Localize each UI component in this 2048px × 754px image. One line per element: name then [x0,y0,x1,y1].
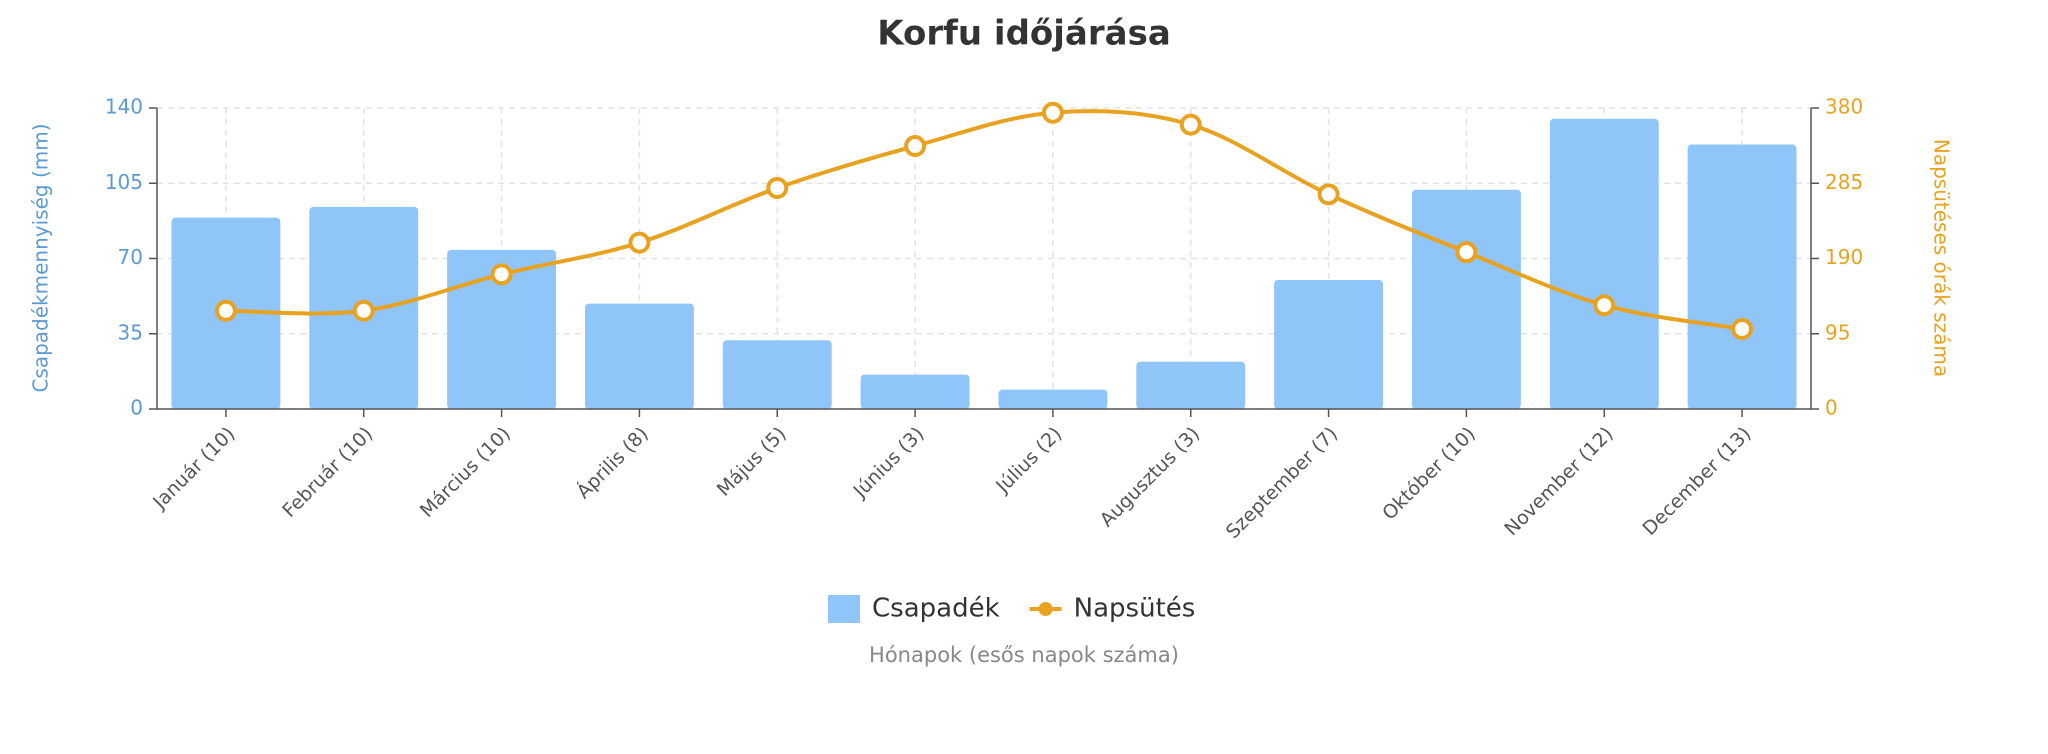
x-tick-label: Január (10) [148,423,239,514]
point [214,299,237,322]
point [1455,241,1478,264]
point [904,135,927,158]
point [1179,113,1202,136]
y2-tick-label: 0 [1825,396,1838,420]
y2-tick-label: 190 [1825,245,1863,269]
y2-tick-label: 285 [1825,170,1863,194]
point [1731,317,1754,340]
x-axis-title: Hónapok (esős napok száma) [869,643,1179,667]
x-tick-label: Október (10) [1378,423,1480,525]
y-tick-label: 140 [105,95,143,119]
y-tick-label: 70 [118,245,143,269]
y-tick-label: 35 [118,320,143,344]
x-tick-label: Április (8) [572,422,653,503]
x-tick-label: Szeptember (7) [1222,423,1342,543]
bar [1274,280,1384,409]
bar [722,340,832,409]
bar [1687,144,1797,410]
y2-tick-label: 95 [1825,320,1850,344]
point [490,263,513,286]
point [628,231,651,254]
y2-axis-title: Napsütéses órák száma [1930,139,1954,377]
legend-swatch [828,595,860,623]
x-tick-label: Március (10) [416,423,515,522]
bar [447,249,557,409]
point [352,299,375,322]
legend-label: Napsütés [1074,594,1196,624]
y-axis-title: Csapadékmennyiség (mm) [29,123,53,392]
legend-swatch [1038,602,1053,616]
bar [998,389,1108,409]
y-tick-label: 105 [105,170,143,194]
chart-title: Korfu időjárása [877,14,1171,54]
point [766,177,789,200]
x-tick-label: November (12) [1500,423,1617,540]
x-tick-label: Július (2) [991,423,1066,498]
x-tick-label: Május (5) [713,423,791,501]
x-tick-label: Június (3) [849,423,929,503]
bar [860,374,970,409]
bar [1411,189,1521,409]
bar [1136,361,1246,409]
x-tick-label: Augusztus (3) [1096,423,1204,531]
y2-tick-label: 380 [1825,95,1863,119]
bar [584,303,694,409]
point [1041,101,1064,124]
bar [1549,118,1659,409]
y-tick-label: 0 [130,396,143,420]
legend-label: Csapadék [872,594,1000,624]
point [1317,183,1340,206]
point [1593,294,1616,317]
x-tick-label: December (13) [1638,423,1755,540]
x-tick-label: Február (10) [278,423,377,522]
